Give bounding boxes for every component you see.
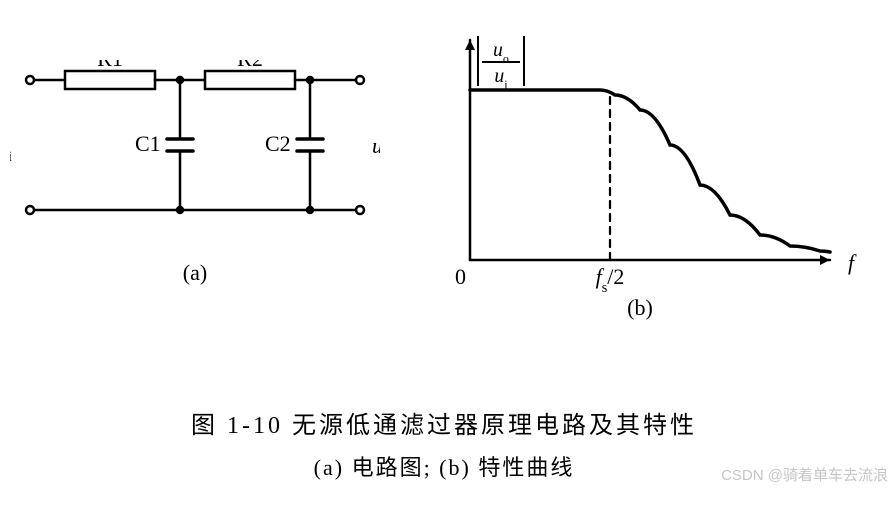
svg-text:ui: ui [10, 133, 12, 165]
svg-text:R1: R1 [97, 60, 123, 71]
svg-text:uo: uo [372, 133, 380, 165]
svg-text:fs/2: fs/2 [596, 264, 625, 296]
plot-svg: 0fs/2fuoui(b) [400, 10, 870, 320]
figure-container: R1 R2 C1 C2 ui uo (a) 0 fs/2 f uo ui (b) 图 1-10 无源低… [0, 0, 888, 525]
svg-text:C2: C2 [265, 131, 291, 156]
watermark: CSDN @骑着单车去流浪 [721, 464, 888, 485]
svg-text:(b): (b) [627, 295, 653, 320]
svg-text:(a): (a) [183, 260, 207, 285]
svg-text:f: f [848, 250, 857, 275]
circuit-svg: R1 R2 C1 C2 ui uo (a) [10, 60, 380, 320]
svg-text:C1: C1 [135, 131, 161, 156]
caption-main: 图 1-10 无源低通滤过器原理电路及其特性 [0, 405, 888, 440]
plot-panel: 0fs/2fuoui(b) [400, 10, 870, 320]
svg-text:ui: ui [494, 65, 508, 92]
svg-text:0: 0 [455, 264, 466, 289]
circuit-panel: R1 R2 C1 C2 ui uo (a) [10, 60, 380, 320]
svg-text:R2: R2 [237, 60, 263, 71]
